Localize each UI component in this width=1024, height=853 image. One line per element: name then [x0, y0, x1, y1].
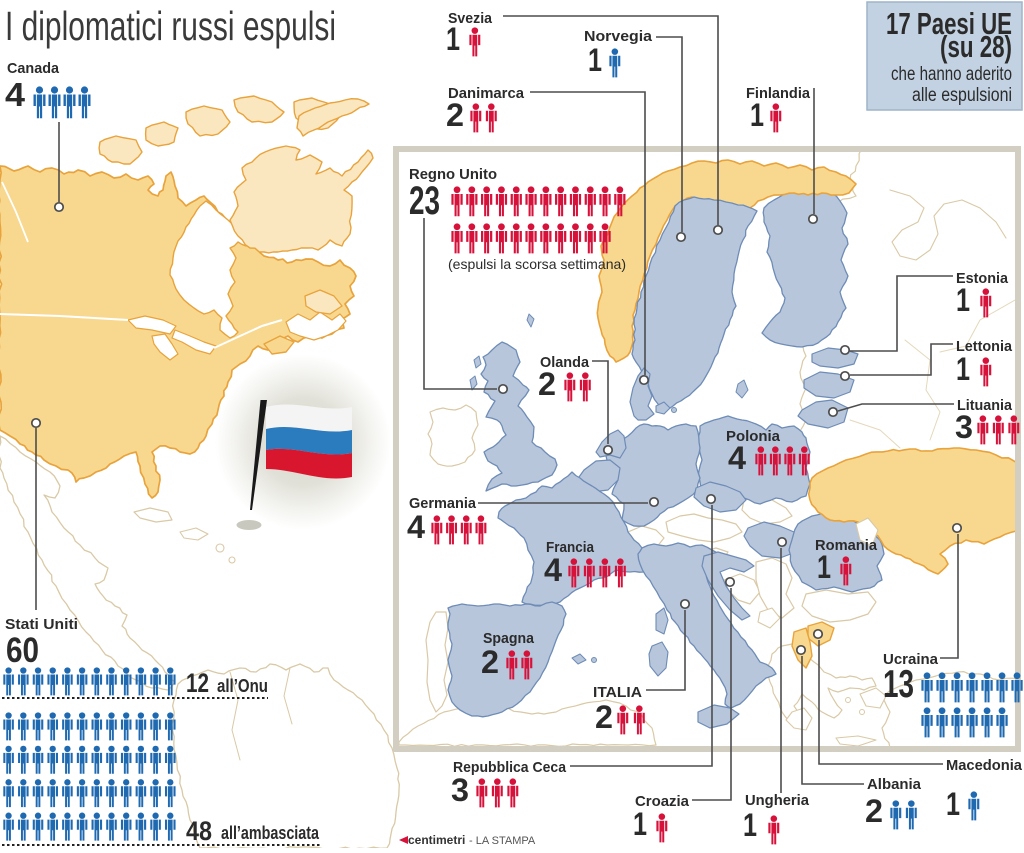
- svg-text:4: 4: [728, 440, 746, 476]
- svg-text:23: 23: [409, 179, 440, 223]
- svg-text:1: 1: [750, 97, 764, 133]
- svg-text:Lettonia: Lettonia: [956, 338, 1013, 355]
- svg-text:Estonia: Estonia: [956, 270, 1009, 287]
- svg-text:Spagna: Spagna: [483, 630, 535, 647]
- svg-text:13: 13: [883, 663, 914, 706]
- svg-text:Lituania: Lituania: [957, 397, 1013, 414]
- svg-text:Ucraina: Ucraina: [883, 651, 939, 668]
- svg-text:2: 2: [446, 97, 464, 133]
- svg-text:3: 3: [451, 772, 469, 808]
- svg-text:Germania: Germania: [409, 495, 477, 512]
- svg-text:2: 2: [538, 366, 556, 402]
- svg-text:1: 1: [633, 806, 647, 842]
- svg-text:1: 1: [588, 42, 602, 78]
- svg-text:3: 3: [955, 409, 973, 445]
- svg-text:all’Onu: all’Onu: [217, 676, 268, 696]
- svg-text:Regno Unito: Regno Unito: [409, 166, 497, 183]
- svg-text:Polonia: Polonia: [726, 428, 781, 445]
- svg-text:Albania: Albania: [867, 776, 922, 793]
- svg-text:che hanno aderito: che hanno aderito: [891, 64, 1012, 85]
- svg-text:centimetri: centimetri: [408, 833, 465, 847]
- svg-text:1: 1: [743, 807, 757, 843]
- svg-text:Norvegia: Norvegia: [584, 28, 653, 45]
- svg-text:(su 28): (su 28): [940, 29, 1012, 64]
- svg-text:Croazia: Croazia: [635, 793, 690, 810]
- svg-text:1: 1: [946, 786, 960, 822]
- svg-text:Macedonia: Macedonia: [946, 757, 1023, 774]
- svg-text:1: 1: [956, 282, 970, 318]
- svg-text:Finlandia: Finlandia: [746, 85, 811, 102]
- svg-text:Canada: Canada: [7, 60, 60, 77]
- svg-text:Danimarca: Danimarca: [448, 85, 525, 102]
- svg-text:2: 2: [481, 644, 499, 680]
- svg-text:60: 60: [6, 631, 39, 670]
- svg-text:Svezia: Svezia: [448, 10, 493, 27]
- svg-text:1: 1: [956, 351, 970, 387]
- svg-text:I diplomatici russi espulsi: I diplomatici russi espulsi: [5, 3, 336, 49]
- svg-text:4: 4: [5, 76, 26, 113]
- svg-text:1: 1: [446, 21, 460, 57]
- svg-text:(espulsi la scorsa settimana): (espulsi la scorsa settimana): [448, 256, 626, 272]
- svg-text:12: 12: [186, 668, 209, 698]
- svg-text:alle espulsioni: alle espulsioni: [912, 85, 1012, 106]
- svg-text:Romania: Romania: [815, 537, 878, 554]
- svg-text:Repubblica Ceca: Repubblica Ceca: [453, 759, 567, 776]
- svg-text:1: 1: [817, 549, 831, 585]
- svg-text:2: 2: [865, 793, 883, 829]
- svg-text:- LA STAMPA: - LA STAMPA: [469, 835, 536, 847]
- svg-text:Ungheria: Ungheria: [745, 792, 810, 809]
- svg-text:17 Paesi UE: 17 Paesi UE: [886, 6, 1012, 41]
- svg-text:ITALIA: ITALIA: [593, 684, 642, 701]
- svg-text:2: 2: [595, 699, 613, 735]
- svg-text:Olanda: Olanda: [540, 354, 590, 371]
- svg-text:Stati Uniti: Stati Uniti: [5, 616, 78, 633]
- svg-text:48: 48: [186, 816, 212, 846]
- svg-text:Francia: Francia: [546, 539, 595, 556]
- svg-text:4: 4: [544, 552, 562, 588]
- svg-text:all’ambasciata: all’ambasciata: [221, 823, 320, 843]
- svg-text:4: 4: [407, 509, 425, 545]
